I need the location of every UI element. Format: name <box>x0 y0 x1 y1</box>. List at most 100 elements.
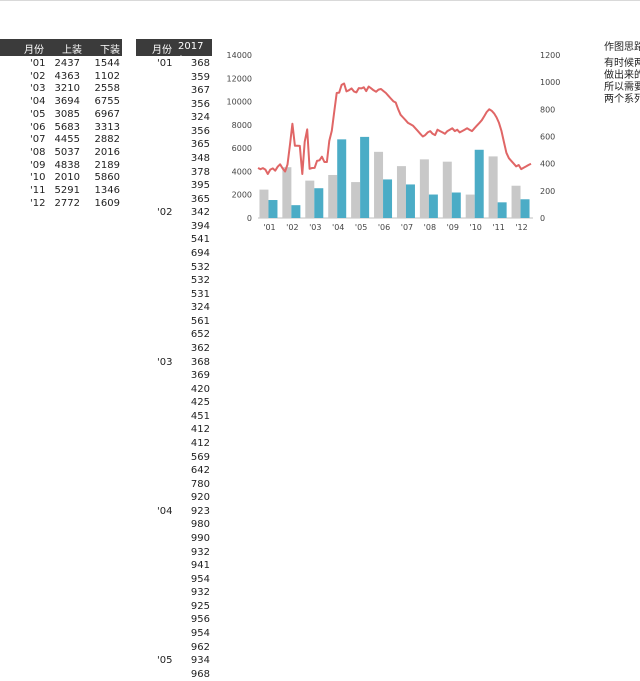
table2-header-month: 月份 <box>152 45 172 56</box>
table1-bottom-value: 1609 <box>94 197 120 209</box>
table2-value: 412 <box>190 437 210 449</box>
table2-value: 367 <box>190 85 210 97</box>
table2-value: 934 <box>190 655 210 667</box>
table2-value: 369 <box>190 370 210 382</box>
x-tick-label: '07 <box>401 223 413 232</box>
table2-month: '02 <box>157 207 173 219</box>
table2-value: 652 <box>190 329 210 341</box>
y2-tick-label: 400 <box>540 160 555 169</box>
y-tick-label: 4000 <box>232 167 252 176</box>
table1-month: '08 <box>30 146 46 158</box>
top-border <box>0 0 640 1</box>
table2-header: 月份 2017年 <box>136 39 212 67</box>
table1-header-bottom: 下装 <box>100 45 120 56</box>
table1-top-value: 4363 <box>54 70 80 82</box>
bar <box>328 174 338 218</box>
table1-month: '02 <box>30 70 46 82</box>
x-tick-label: '11 <box>492 223 504 232</box>
y2-tick-label: 800 <box>540 105 555 114</box>
y2-tick-label: 0 <box>540 214 545 223</box>
table2-value: 420 <box>190 383 210 395</box>
bar <box>451 192 461 218</box>
table2-value: 642 <box>190 465 210 477</box>
table2-value: 956 <box>190 614 210 626</box>
bar <box>405 184 415 218</box>
table1-top-value: 3210 <box>54 83 80 95</box>
table1-header-month: 月份 <box>24 45 44 56</box>
table1-bottom-value: 2016 <box>94 146 120 158</box>
note-line: 所以需要 <box>604 82 640 93</box>
table2-month: '04 <box>157 505 173 517</box>
table2-value: 932 <box>190 587 210 599</box>
y2-tick-label: 1200 <box>540 51 560 60</box>
bar <box>520 199 530 218</box>
bar <box>337 139 347 218</box>
table2-value: 541 <box>190 234 210 246</box>
table2-value: 365 <box>190 193 210 205</box>
x-tick-label: '10 <box>470 223 482 232</box>
table2-value: 954 <box>190 573 210 585</box>
bar <box>474 149 484 218</box>
table2-value: 980 <box>190 519 210 531</box>
table2-value: 780 <box>190 478 210 490</box>
x-tick-label: '03 <box>309 223 321 232</box>
table2-value: 412 <box>190 424 210 436</box>
table2-value: 348 <box>190 152 210 164</box>
table2-value: 368 <box>190 58 210 69</box>
table2-value: 561 <box>190 315 210 327</box>
table1-month: '04 <box>30 96 46 108</box>
x-tick-label: '05 <box>355 223 367 232</box>
table2-value: 954 <box>190 627 210 639</box>
table1-bottom-value: 3313 <box>94 121 120 133</box>
table1-month: '01 <box>30 58 46 69</box>
table1-month: '10 <box>30 172 46 184</box>
table2-value: 378 <box>190 166 210 178</box>
table2-value: 395 <box>190 180 210 192</box>
note-line: 有时候两 <box>604 58 640 69</box>
table2-value: 923 <box>190 505 210 517</box>
bar <box>259 189 269 218</box>
bar <box>360 136 370 218</box>
table1-top-value: 4455 <box>54 134 80 146</box>
bar <box>305 180 315 218</box>
table1-bottom-value: 5860 <box>94 172 120 184</box>
table2-value: 368 <box>190 356 210 368</box>
note-line: 两个系列 <box>604 94 640 105</box>
y-tick-label: 0 <box>247 214 252 223</box>
table2-value: 990 <box>190 532 210 544</box>
table2-value: 324 <box>190 112 210 124</box>
table1-top-value: 2437 <box>54 58 80 69</box>
bar <box>314 188 324 218</box>
table2-value: 531 <box>190 288 210 300</box>
table1-month: '12 <box>30 197 46 209</box>
bar <box>465 194 475 218</box>
table1-top-value: 3085 <box>54 108 80 120</box>
table1-top-value: 4838 <box>54 159 80 171</box>
bar <box>497 202 507 218</box>
table2-value: 394 <box>190 220 210 232</box>
y-tick-label: 10000 <box>227 98 252 107</box>
table2-header-year: 2017年 <box>178 41 204 67</box>
table1-month: '07 <box>30 134 46 146</box>
table2-value: 532 <box>190 261 210 273</box>
table2-value: 356 <box>190 125 210 137</box>
y2-tick-label: 600 <box>540 133 555 142</box>
table1-top-value: 5291 <box>54 185 80 196</box>
x-tick-label: '12 <box>515 223 527 232</box>
table1-month: '11 <box>30 185 46 196</box>
note-line: 作图思路 <box>604 42 640 53</box>
table2-value: 920 <box>190 492 210 504</box>
table1-bottom-value: 1346 <box>94 185 120 196</box>
table2-value: 359 <box>190 71 210 83</box>
table2-value: 324 <box>190 302 210 314</box>
bar <box>351 182 361 218</box>
line-series <box>257 82 532 175</box>
note-line: 做出来的 <box>604 70 640 81</box>
bar <box>428 194 438 218</box>
x-tick-label: '09 <box>447 223 459 232</box>
y-tick-label: 2000 <box>232 191 252 200</box>
y2-tick-label: 200 <box>540 187 555 196</box>
table1-bottom-value: 1544 <box>94 58 120 69</box>
table1-month: '05 <box>30 108 46 120</box>
